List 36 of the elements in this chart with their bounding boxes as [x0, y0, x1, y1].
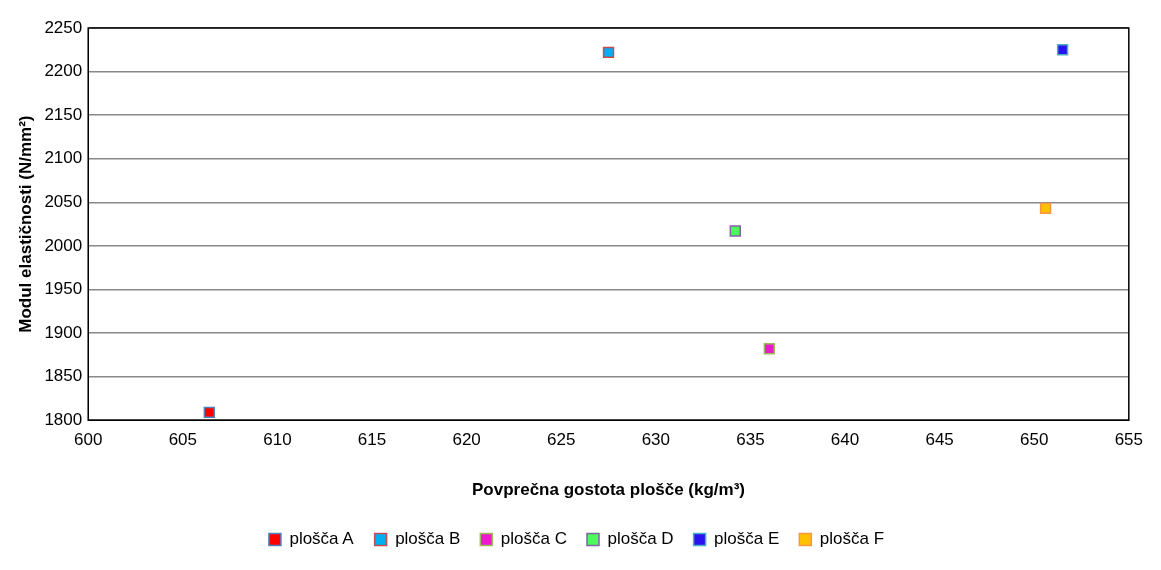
x-tick-label: 630	[641, 430, 671, 450]
x-tick-label: 645	[925, 430, 954, 450]
point	[1039, 202, 1052, 215]
x-tick-label: 650	[1020, 430, 1049, 450]
y-axis-title: Modul elastičnosti (N/mm²)	[15, 115, 35, 333]
x-tick-label: 635	[736, 430, 765, 450]
y-tick-label: 2000	[44, 235, 83, 255]
legend-label: plošča E	[714, 529, 780, 549]
y-tick-label: 2200	[44, 61, 83, 81]
legend-label: plošča C	[500, 529, 567, 549]
y-tick-label: 2050	[44, 192, 83, 211]
x-tick-label: 625	[547, 430, 576, 450]
x-tick-label: 610	[263, 430, 292, 450]
legend-label: plošča F	[819, 529, 885, 549]
legend-label: plošča A	[289, 529, 355, 549]
x-tick-label: 605	[168, 430, 198, 450]
y-tick-label: 2100	[44, 148, 83, 168]
point	[203, 406, 216, 419]
y-tick-label: 1800	[44, 409, 83, 429]
legend-label: plošča D	[607, 529, 674, 549]
x-tick-label: 620	[452, 430, 481, 450]
legend-label: plošča B	[395, 529, 461, 549]
y-tick-label: 2250	[44, 17, 83, 37]
x-tick-label: 615	[357, 430, 387, 450]
x-tick-label: 640	[830, 430, 860, 450]
x-axis-title: Povprečna gostota plošče (kg/m³)	[472, 480, 746, 500]
x-tick-label: 655	[1114, 430, 1144, 450]
x-tick-label: 600	[74, 430, 103, 450]
y-tick-label: 2150	[44, 104, 83, 124]
y-tick-label: 1850	[44, 366, 83, 386]
point	[602, 46, 615, 59]
point	[763, 343, 776, 355]
y-tick-label: 1950	[44, 279, 83, 299]
point	[1056, 44, 1069, 56]
y-tick-label: 1900	[44, 322, 83, 342]
point	[729, 225, 741, 237]
